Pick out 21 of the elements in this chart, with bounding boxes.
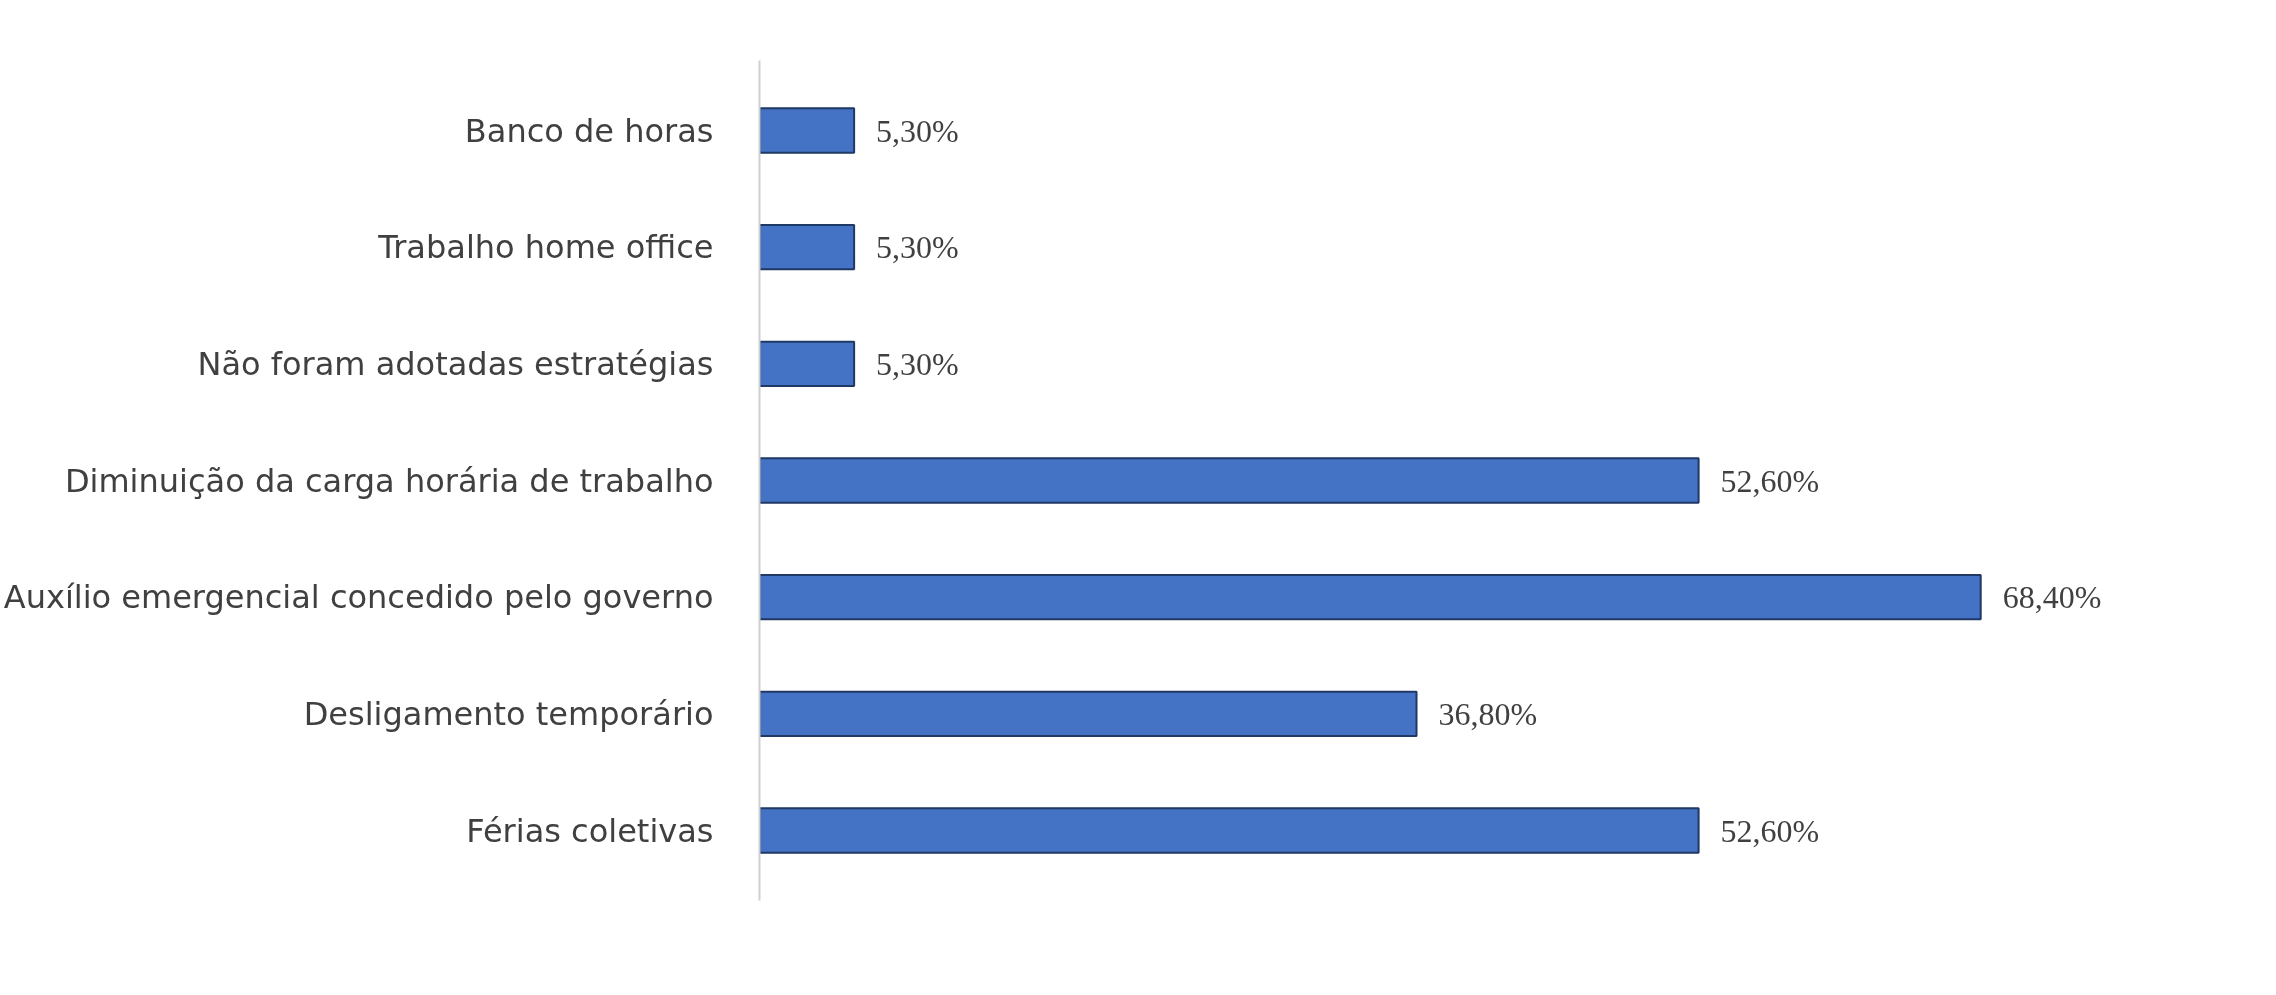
bar xyxy=(759,807,1700,854)
data-label: 52,60% xyxy=(1720,812,1820,849)
y-tick-label: Não foram adotadas estratégias xyxy=(197,344,714,383)
y-tick-label: Auxílio emergencial concedido pelo governo xyxy=(3,578,714,617)
data-label: 5,30% xyxy=(876,345,959,382)
bar xyxy=(759,107,856,154)
y-tick-label: Trabalho home office xyxy=(377,228,714,267)
bar xyxy=(759,574,1982,621)
y-tick-label: Desligamento temporário xyxy=(303,694,714,733)
data-label: 52,60% xyxy=(1720,462,1820,499)
bar xyxy=(759,457,1700,504)
data-label: 68,40% xyxy=(2002,579,2102,616)
data-label: 36,80% xyxy=(1438,695,1538,732)
y-tick-label: Férias coletivas xyxy=(466,811,714,850)
bar xyxy=(759,340,856,387)
y-tick-label: Banco de horas xyxy=(464,111,714,150)
data-label: 5,30% xyxy=(876,112,959,149)
bar xyxy=(759,224,856,271)
data-label: 5,30% xyxy=(876,229,959,266)
bar xyxy=(759,690,1418,737)
y-tick-label: Diminuição da carga horária de trabalho xyxy=(64,461,714,500)
